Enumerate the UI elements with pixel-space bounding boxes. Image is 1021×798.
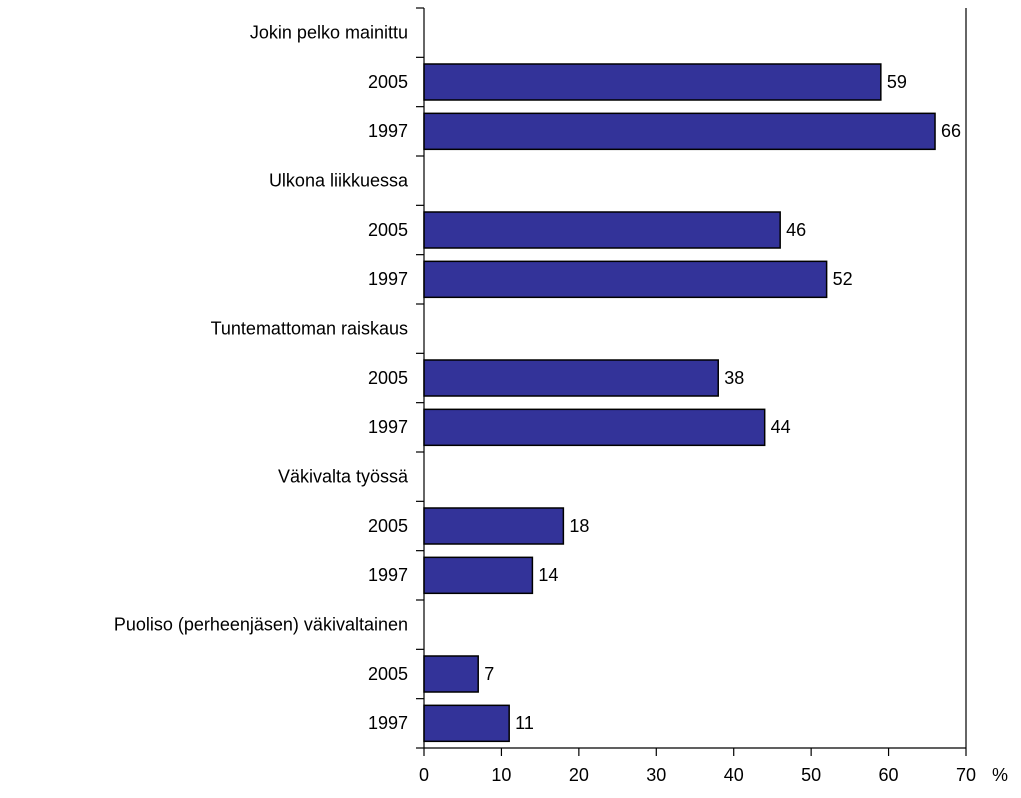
bar bbox=[423, 359, 719, 397]
y-tick-label: 1997 bbox=[368, 121, 408, 141]
y-tick-label: 1997 bbox=[368, 713, 408, 733]
x-tick-label: 10 bbox=[491, 765, 511, 785]
y-tick-label: 1997 bbox=[368, 565, 408, 585]
bar bbox=[423, 63, 882, 101]
value-label: 18 bbox=[569, 516, 589, 536]
x-tick-label: 60 bbox=[879, 765, 899, 785]
y-tick-label: 2005 bbox=[368, 368, 408, 388]
bar bbox=[423, 211, 781, 249]
y-tick-label: Jokin pelko mainittu bbox=[250, 22, 408, 42]
value-label: 66 bbox=[941, 121, 961, 141]
value-label: 52 bbox=[833, 269, 853, 289]
x-tick-label: 20 bbox=[569, 765, 589, 785]
x-tick-label: 40 bbox=[724, 765, 744, 785]
x-tick-label: 30 bbox=[646, 765, 666, 785]
y-tick-label: 2005 bbox=[368, 516, 408, 536]
bar bbox=[423, 507, 565, 545]
x-tick-label: 70 bbox=[956, 765, 976, 785]
value-label: 7 bbox=[484, 664, 494, 684]
bar bbox=[423, 112, 936, 151]
y-tick-label: 1997 bbox=[368, 417, 408, 437]
y-tick-label: 1997 bbox=[368, 269, 408, 289]
bar bbox=[423, 408, 766, 447]
y-tick-label: 2005 bbox=[368, 664, 408, 684]
value-label: 46 bbox=[786, 220, 806, 240]
x-tick-label: 50 bbox=[801, 765, 821, 785]
y-tick-label: Puoliso (perheenjäsen) väkivaltainen bbox=[114, 614, 408, 634]
x-tick-label: 0 bbox=[419, 765, 429, 785]
y-tick-label: Ulkona liikkuessa bbox=[269, 170, 409, 190]
value-label: 14 bbox=[538, 565, 558, 585]
x-axis-label: % bbox=[992, 765, 1008, 785]
y-tick-label: 2005 bbox=[368, 220, 408, 240]
bar bbox=[423, 704, 510, 743]
y-tick-label: Väkivalta työssä bbox=[278, 466, 409, 486]
value-label: 59 bbox=[887, 72, 907, 92]
bar bbox=[423, 556, 534, 595]
bar bbox=[423, 655, 479, 693]
y-tick-label: 2005 bbox=[368, 72, 408, 92]
y-tick-label: Tuntemattoman raiskaus bbox=[211, 318, 408, 338]
value-label: 38 bbox=[724, 368, 744, 388]
value-label: 11 bbox=[515, 713, 534, 733]
value-label: 44 bbox=[771, 417, 791, 437]
bar bbox=[423, 260, 828, 299]
